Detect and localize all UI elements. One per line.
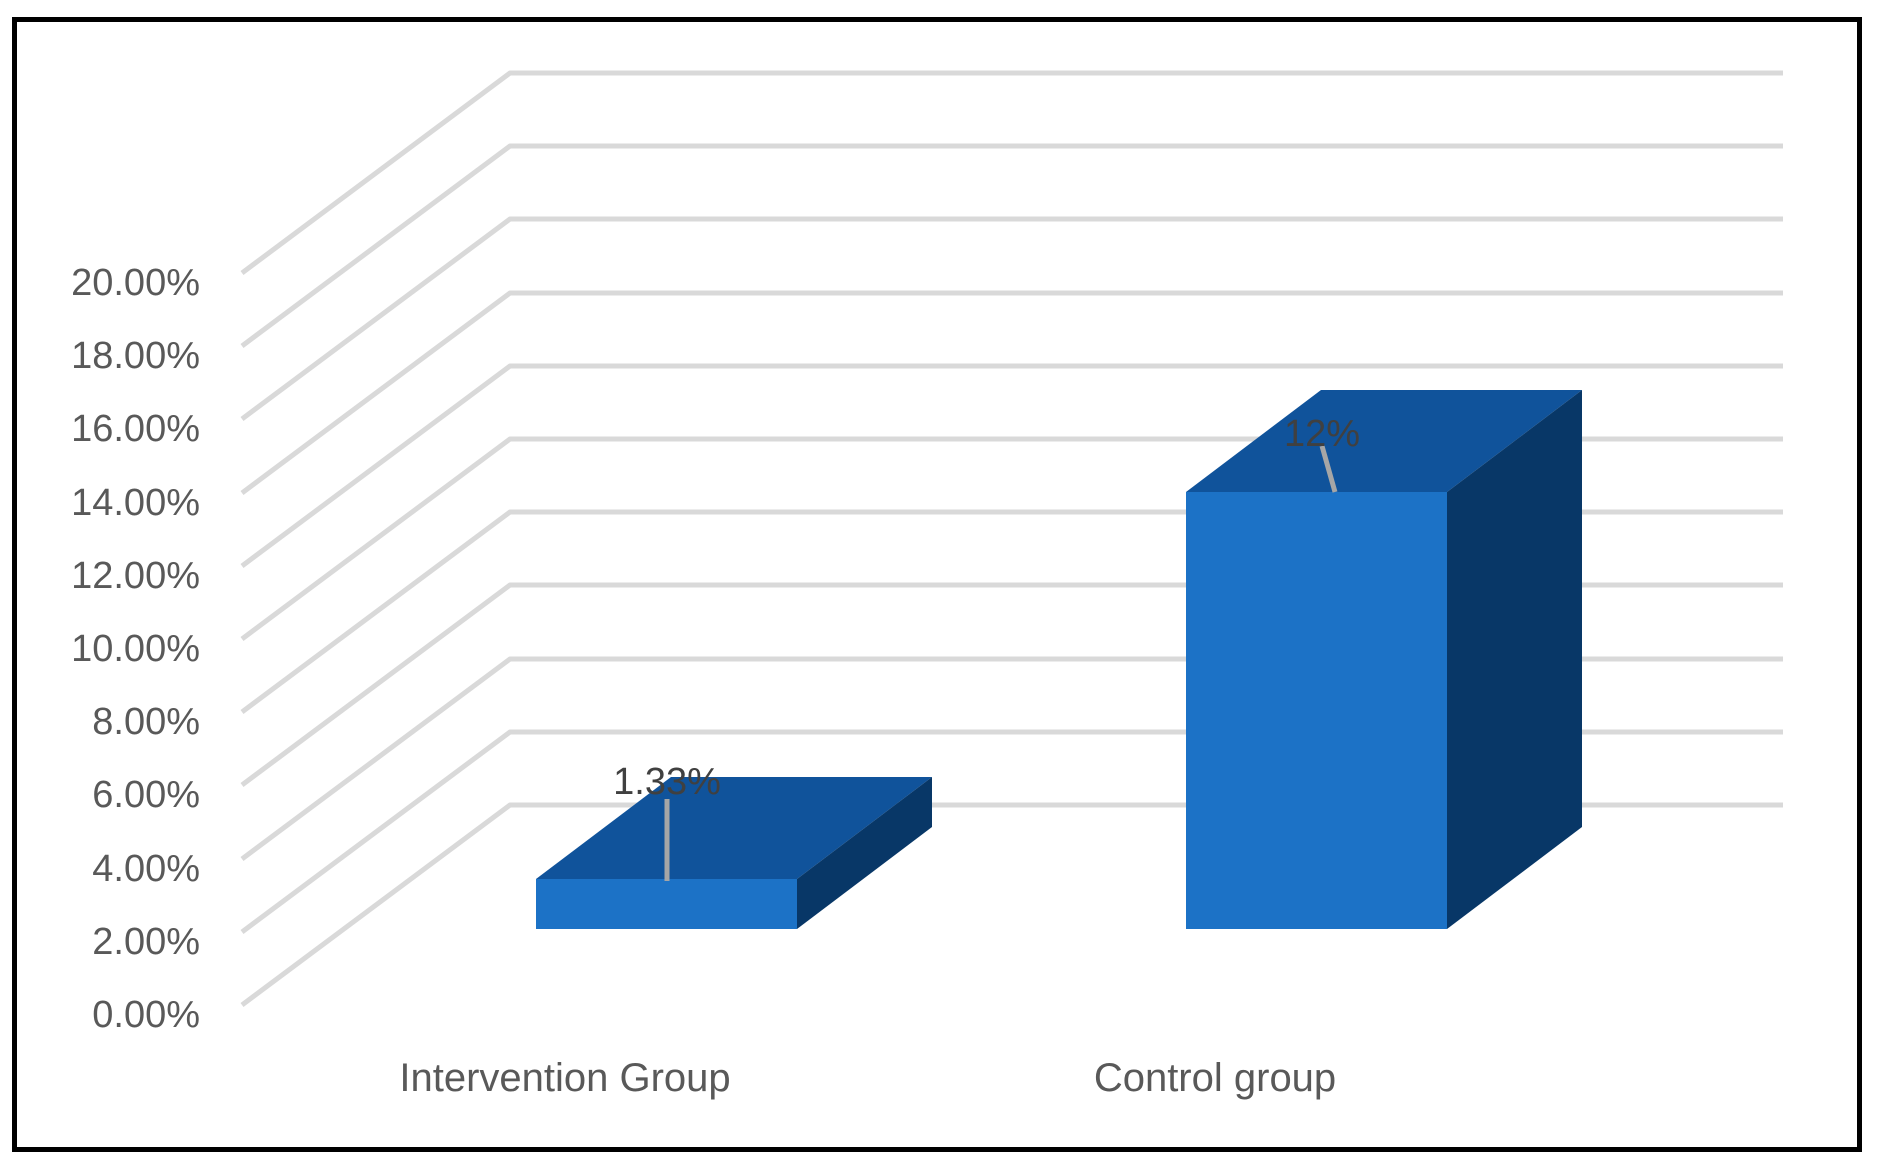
y-tick-label: 14.00%: [71, 482, 200, 524]
y-axis: 20.00% 18.00% 16.00% 14.00% 12.00% 10.00…: [71, 262, 200, 1036]
y-tick-label: 16.00%: [71, 408, 200, 450]
category-label-intervention: Intervention Group: [399, 1056, 730, 1100]
bar-side-face: [1447, 390, 1582, 929]
bar-top-face: [536, 777, 932, 879]
y-tick-label: 12.00%: [71, 555, 200, 597]
gridline-14: [240, 290, 1783, 496]
y-tick-label: 4.00%: [92, 848, 200, 890]
gridline-18: [240, 143, 1783, 349]
data-label-control: 12%: [1284, 413, 1360, 455]
bar-top-face: [1186, 390, 1582, 492]
leader-line-control: [1319, 445, 1338, 493]
y-tick-label: 18.00%: [71, 335, 200, 377]
y-tick-label: 20.00%: [71, 262, 200, 304]
gridline-12: [240, 363, 1783, 569]
bar-front-face: [536, 879, 797, 929]
y-tick-label: 8.00%: [92, 701, 200, 743]
gridline-16: [240, 216, 1783, 422]
bar-front-face: [1186, 492, 1447, 929]
x-axis: Intervention Group Control group: [399, 1056, 1336, 1100]
gridline-20: [240, 70, 1783, 276]
category-label-control: Control group: [1094, 1056, 1336, 1100]
bar-side-face: [797, 777, 932, 929]
bar-control-group: [1186, 390, 1582, 929]
y-tick-label: 6.00%: [92, 774, 200, 816]
y-tick-label: 10.00%: [71, 628, 200, 670]
chart-border: [12, 17, 1862, 1152]
y-tick-label: 0.00%: [92, 994, 200, 1036]
data-label-intervention: 1.33%: [613, 761, 721, 803]
y-tick-label: 2.00%: [92, 921, 200, 963]
bar-intervention-group: [536, 777, 932, 929]
